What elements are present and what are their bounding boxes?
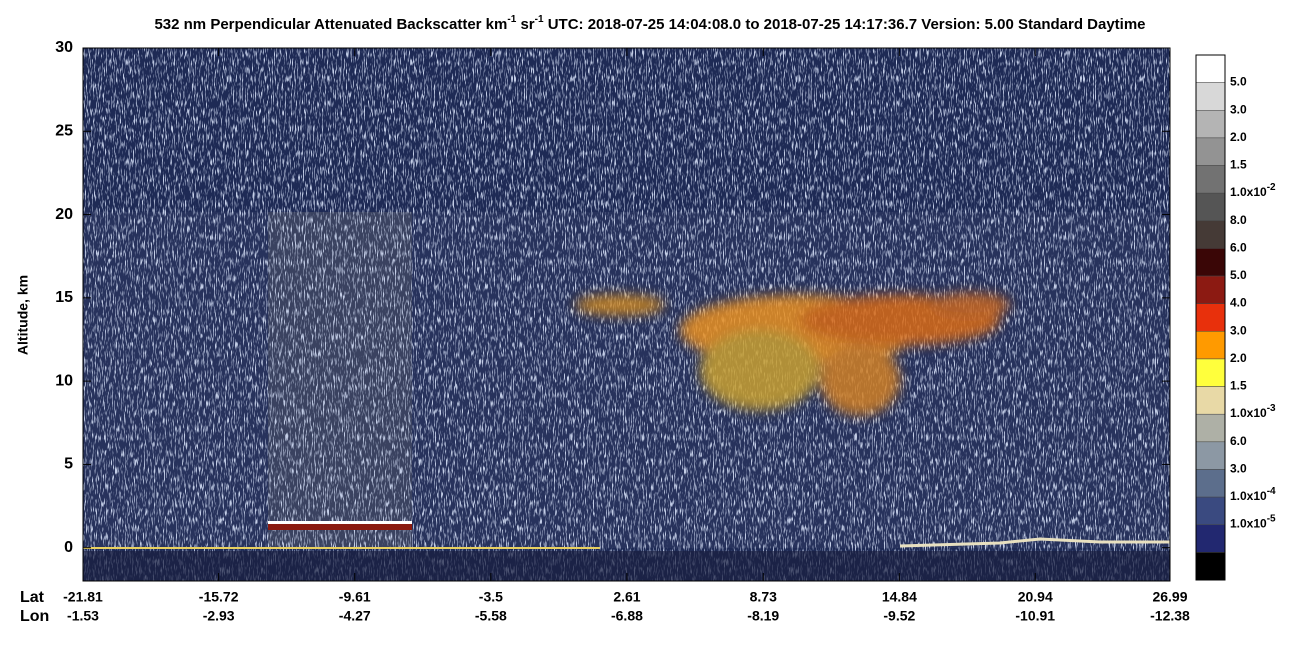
superscript: -1 [507, 14, 516, 25]
colorbar-swatch [1195, 303, 1226, 332]
lon-tick-label: -6.88 [611, 608, 643, 624]
lat-tick-label: 14.84 [882, 589, 917, 605]
colorbar-label: 3.0 [1230, 102, 1247, 116]
lon-tick-label: -1.53 [67, 608, 99, 624]
colorbar-label: 6.0 [1230, 241, 1247, 255]
colorbar-swatch [1195, 54, 1226, 83]
lon-tick-label: -10.91 [1015, 608, 1055, 624]
text-part: 8.0 [1230, 213, 1247, 227]
colorbar-label: 1.0x10-4​ [1230, 486, 1276, 504]
colorbar-swatch [1195, 496, 1226, 525]
colorbar-swatch [1195, 110, 1226, 139]
colorbar-swatch [1195, 441, 1226, 470]
text-part: 1.0x10 [1230, 489, 1267, 503]
colorbar-label: 5.0 [1230, 75, 1247, 89]
colorbar-label: 1.5 [1230, 379, 1247, 393]
colorbar-label: 2.0 [1230, 351, 1247, 365]
text-part: 3.0 [1230, 462, 1247, 476]
colorbar-swatch [1195, 413, 1226, 443]
text-part: 1.5 [1230, 379, 1247, 393]
chart-title: 532 nm Perpendicular Attenuated Backscat… [154, 14, 1145, 33]
colorbar-swatch [1195, 552, 1226, 581]
lon-tick-label: -5.58 [475, 608, 507, 624]
colorbar-label: 1.0x10-3​ [1230, 403, 1276, 421]
y-tick-label: 5 [64, 456, 73, 473]
colorbar-swatch [1195, 192, 1226, 222]
colorbar-label: 8.0 [1230, 213, 1247, 227]
colorbar-label: 1.0x10-5​ [1230, 513, 1276, 531]
colorbar-label: 1.0x10-2​ [1230, 182, 1276, 200]
lat-tick-label: 8.73 [750, 589, 777, 605]
text-part: 2.0 [1230, 130, 1247, 144]
lat-label: Lat [20, 589, 45, 606]
lat-tick-label: 26.99 [1152, 589, 1187, 605]
text-part: 3.0 [1230, 323, 1247, 337]
colorbar-swatch [1195, 331, 1226, 360]
superscript: -1 [535, 14, 544, 25]
colorbar-label: 4.0 [1230, 296, 1247, 310]
y-tick-label: 25 [55, 123, 73, 140]
lon-tick-label: -12.38 [1150, 608, 1190, 624]
text-part: 5.0 [1230, 268, 1247, 282]
y-tick-label: 20 [55, 206, 73, 223]
y-tick-label: 0 [64, 539, 73, 556]
text-part: 1.5 [1230, 158, 1247, 172]
lon-tick-label: -8.19 [747, 608, 779, 624]
y-tick-label: 10 [55, 372, 73, 389]
colorbar-swatch [1195, 165, 1226, 194]
colorbar-label: 5.0 [1230, 268, 1247, 282]
backscatter-image [83, 48, 1170, 581]
colorbar-swatch [1195, 137, 1226, 166]
lon-tick-label: -9.52 [883, 608, 915, 624]
colorbar-swatch [1195, 358, 1226, 387]
colorbar-swatch [1195, 524, 1226, 553]
colorbar-swatch [1195, 469, 1226, 498]
text-part: 3.0 [1230, 102, 1247, 116]
colorbar-label: 1.5 [1230, 158, 1247, 172]
text-part: 1.0x10 [1230, 185, 1267, 199]
colorbar-label: 3.0 [1230, 323, 1247, 337]
text-part: UTC: 2018-07-25 14:04:08.0 to 2018-07-25… [544, 16, 1146, 33]
colorbar-swatch [1195, 82, 1226, 111]
colorbar-swatch [1195, 220, 1226, 249]
lat-tick-label: 2.61 [613, 589, 640, 605]
text-part: 2.0 [1230, 351, 1247, 365]
text-part: 6.0 [1230, 434, 1247, 448]
lon-tick-label: -4.27 [339, 608, 371, 624]
colorbar-swatch [1195, 386, 1226, 415]
lat-tick-label: -9.61 [339, 589, 371, 605]
colorbar-frame [1195, 54, 1226, 581]
superscript: -5 [1267, 513, 1276, 524]
text-part: 1.0x10 [1230, 517, 1267, 531]
lat-tick-label: 20.94 [1018, 589, 1053, 605]
text-part: 4.0 [1230, 296, 1247, 310]
y-tick-label: 15 [55, 289, 73, 306]
text-part: 6.0 [1230, 241, 1247, 255]
superscript: -2 [1267, 182, 1276, 193]
superscript: -3 [1267, 403, 1276, 414]
y-tick-label: 30 [55, 39, 73, 56]
lon-tick-label: -2.93 [203, 608, 235, 624]
colorbar-label: 6.0 [1230, 434, 1247, 448]
lon-label: Lon [20, 608, 49, 625]
colorbar-label: 2.0 [1230, 130, 1247, 144]
colorbar-swatch [1195, 248, 1226, 277]
colorbar-label: 3.0 [1230, 462, 1247, 476]
text-part: 532 nm Perpendicular Attenuated Backscat… [154, 16, 507, 33]
colorbar-swatch [1195, 275, 1226, 304]
text-part: 5.0 [1230, 75, 1247, 89]
lat-tick-label: -3.5 [479, 589, 503, 605]
lat-tick-label: -21.81 [63, 589, 103, 605]
y-axis-label: Altitude, km [15, 275, 31, 355]
superscript: -4 [1267, 486, 1276, 497]
text-part: sr [516, 16, 535, 33]
text-part: 1.0x10 [1230, 406, 1267, 420]
lat-tick-label: -15.72 [199, 589, 239, 605]
